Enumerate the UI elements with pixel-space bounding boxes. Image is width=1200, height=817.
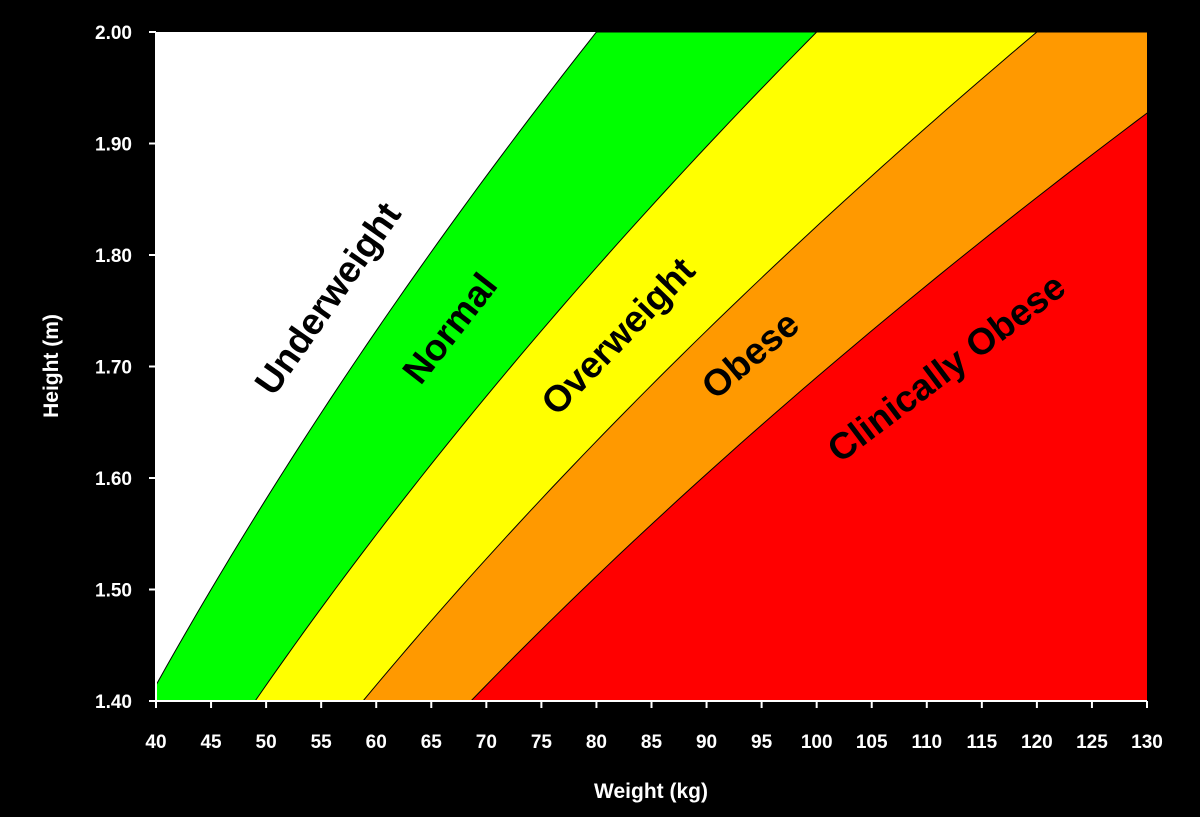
x-tick-label: 100 — [801, 732, 833, 753]
x-tick-label: 120 — [1021, 732, 1053, 753]
x-tick-label: 90 — [696, 732, 717, 753]
y-tick-label: 1.90 — [95, 135, 132, 156]
x-tick-label: 95 — [751, 732, 773, 753]
y-tick-label: 2.00 — [95, 23, 132, 44]
x-tick-label: 80 — [586, 732, 607, 753]
axes: 40 45 50 55 60 65 70 75 80 85 90 95 100 105 110 115 120 1… — [95, 23, 1163, 753]
y-tick-label: 1.80 — [95, 246, 132, 267]
x-tick-label: 105 — [856, 732, 888, 753]
y-axis-title: Height (m) — [40, 314, 63, 418]
x-axis-title: Weight (kg) — [594, 780, 708, 803]
x-tick-label: 115 — [967, 732, 998, 753]
x-tick-label: 60 — [366, 732, 387, 753]
x-tick-label: 110 — [911, 732, 942, 753]
x-tick-label: 70 — [476, 732, 497, 753]
x-tick-label: 45 — [200, 732, 222, 753]
y-tick-label: 1.70 — [95, 358, 132, 379]
y-tick-label: 1.40 — [95, 692, 132, 713]
x-tick-label: 130 — [1131, 732, 1163, 753]
plot-area — [156, 32, 1147, 701]
zone-areas — [156, 32, 1147, 701]
x-tick-label: 65 — [421, 732, 443, 753]
y-tick-label: 1.60 — [95, 469, 132, 490]
y-tick-label: 1.50 — [95, 581, 132, 602]
x-tick-label: 85 — [641, 732, 663, 753]
x-tick-label: 50 — [256, 732, 277, 753]
x-tick-label: 40 — [145, 732, 166, 753]
zone-area-clinically-obese — [470, 112, 1147, 701]
x-tick-label: 125 — [1076, 732, 1108, 753]
x-tick-label: 75 — [531, 732, 553, 753]
x-tick-label: 55 — [311, 732, 333, 753]
